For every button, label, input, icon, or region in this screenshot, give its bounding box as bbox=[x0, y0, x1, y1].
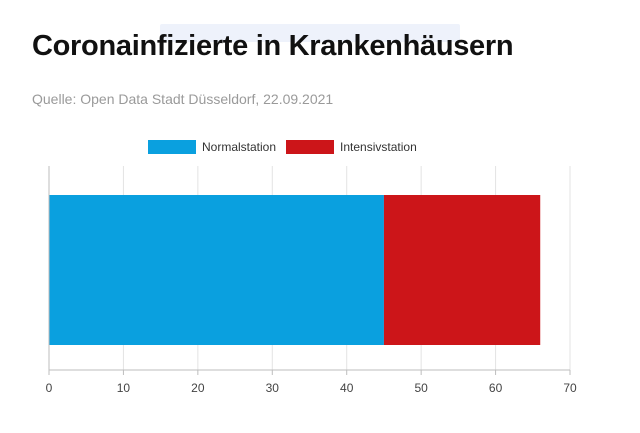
bar-intensivstation bbox=[383, 195, 541, 345]
bar-normalstation bbox=[49, 195, 384, 345]
x-tick-label-10: 10 bbox=[117, 381, 131, 395]
x-tick-label-70: 70 bbox=[563, 381, 577, 395]
legend-swatch-intensivstation bbox=[286, 140, 335, 154]
x-tick-label-30: 30 bbox=[266, 381, 280, 395]
x-tick-label-60: 60 bbox=[489, 381, 503, 395]
legend-swatch-normalstation bbox=[148, 140, 196, 154]
legend-label-intensivstation: Intensivstation bbox=[340, 140, 417, 154]
top-banner-ghost bbox=[160, 24, 460, 42]
x-tick-label-0: 0 bbox=[46, 381, 53, 395]
legend-label-normalstation: Normalstation bbox=[202, 140, 277, 154]
x-tick-label-20: 20 bbox=[191, 381, 205, 395]
chart-source: Quelle: Open Data Stadt Düsseldorf, 22.0… bbox=[32, 91, 334, 107]
chart-title: Coronainfizierte in Krankenhäusern bbox=[32, 30, 514, 62]
legend-item-intensivstation[interactable]: Intensivstation bbox=[286, 140, 417, 154]
legend-item-normalstation[interactable]: Normalstation bbox=[148, 140, 276, 154]
chart-legend: Normalstation Intensivstation bbox=[148, 138, 417, 156]
x-tick-label-50: 50 bbox=[414, 381, 428, 395]
x-tick-label-40: 40 bbox=[340, 381, 354, 395]
